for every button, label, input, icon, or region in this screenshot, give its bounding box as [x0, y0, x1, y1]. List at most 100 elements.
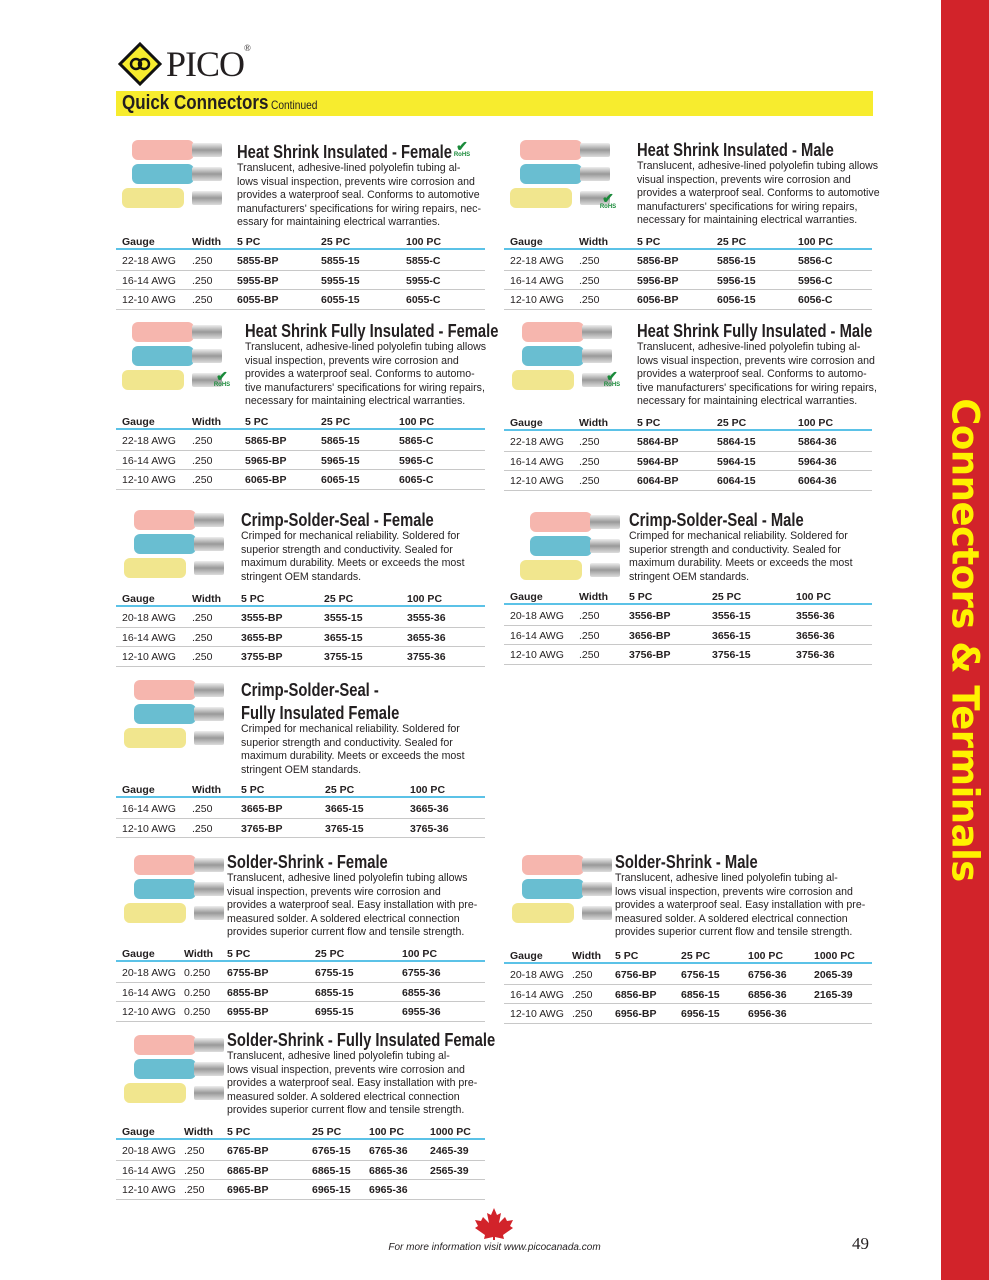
part-number: 6856-15: [681, 988, 720, 1001]
product-description: Translucent, adhesive lined polyolefin t…: [615, 872, 865, 940]
description-line: Crimped for mechanical reliability. Sold…: [241, 723, 460, 735]
description-line: necessary for maintaining electrical war…: [637, 214, 858, 227]
product-title: Heat Shrink Insulated - Female: [237, 142, 452, 162]
part-number: 6765-15: [312, 1145, 351, 1157]
table-row: 22-18 AWG .250 5865-BP 5865-15 5865-C: [116, 431, 485, 451]
table-cell: .250: [192, 612, 213, 624]
table-row: 22-18 AWG .250 5856-BP 5856-15 5856-C: [504, 251, 872, 271]
connector-insulator: [522, 322, 584, 342]
column-header: Gauge: [510, 591, 543, 603]
table-row: 16-14 AWG .250 6865-BP 6865-15 6865-36 2565-3…: [116, 1161, 485, 1180]
product-title: Solder-Shrink - Female: [227, 852, 388, 872]
connector-insulator: [512, 370, 574, 390]
description-line: necessary for maintaining electrical war…: [637, 395, 858, 408]
part-number: 5865-15: [321, 435, 360, 447]
part-number: 3555-36: [407, 612, 446, 624]
connector-insulator: [522, 346, 584, 366]
part-number: 2065-39: [814, 969, 853, 981]
table-cell: .250: [192, 255, 213, 267]
product-description: Translucent, adhesive-lined polyolefin t…: [637, 341, 877, 409]
part-number: 6855-BP: [227, 986, 269, 999]
column-header: 5 PC: [637, 417, 661, 429]
description-line: maximum durability. Meets or exceeds the…: [629, 557, 853, 570]
part-number: 3755-15: [324, 651, 363, 663]
connector-terminal: [582, 882, 612, 896]
column-header: 1000 PC: [430, 1126, 471, 1138]
connector-insulator: [124, 728, 186, 748]
column-header: 25 PC: [321, 236, 351, 248]
connector-insulator: [520, 164, 582, 184]
description-line: Translucent, adhesive-lined polyolefin t…: [245, 341, 487, 353]
table-cell: 22-18 AWG: [510, 255, 564, 267]
connector-insulator: [124, 1083, 186, 1103]
description-line: superior strength and conductivity. Seal…: [629, 543, 841, 556]
table-cell: .250: [192, 474, 213, 486]
part-number: 3656-15: [712, 629, 751, 642]
table-row: 20-18 AWG .250 6756-BP 6756-15 6756-36 2065-3…: [504, 965, 872, 985]
table-cell: 20-18 AWG: [122, 1145, 176, 1157]
column-header: 1000 PC: [814, 950, 855, 962]
connector-insulator: [134, 879, 196, 899]
part-number: 6765-BP: [227, 1145, 269, 1157]
column-header: Width: [184, 1126, 214, 1138]
part-number: 5856-C: [798, 255, 833, 267]
column-header: Gauge: [122, 784, 155, 796]
table-cell: 12-10 AWG: [122, 294, 176, 306]
description-line: visual inspection, prevents wire corrosi…: [637, 173, 851, 186]
table-cell: .250: [579, 629, 600, 642]
column-header: 25 PC: [325, 784, 355, 796]
part-number: 3665-15: [325, 803, 364, 815]
part-number: 5964-36: [798, 455, 837, 468]
table-cell: .250: [192, 803, 213, 815]
part-number: 6955-15: [315, 1006, 354, 1018]
part-number: 6064-15: [717, 475, 756, 487]
connector-terminal: [194, 513, 224, 527]
column-header: 100 PC: [402, 948, 438, 960]
connector-terminal: [580, 167, 610, 181]
description-line: lows visual inspection, prevents wire co…: [227, 1063, 465, 1076]
description-line: maximum durability. Meets or exceeds the…: [241, 557, 465, 570]
table-row: 22-18 AWG .250 5855-BP 5855-15 5855-C: [116, 251, 485, 271]
column-header: Width: [192, 784, 222, 796]
connector-terminal: [580, 191, 610, 205]
part-number: 6965-BP: [227, 1184, 269, 1196]
part-number: 3756-BP: [629, 649, 671, 661]
connector-terminal: [192, 349, 222, 363]
section-subtitle: Continued: [270, 98, 318, 112]
part-number: 5964-15: [717, 455, 756, 468]
product-description: Crimped for mechanical reliability. Sold…: [629, 530, 853, 584]
part-number: 6956-36: [748, 1008, 787, 1020]
connector-insulator: [522, 855, 584, 875]
part-number: 6055-C: [406, 294, 441, 306]
part-number: 3756-36: [796, 649, 835, 661]
part-number: 6956-BP: [615, 1008, 657, 1020]
table-row: 12-10 AWG .250 6965-BP 6965-15 6965-36: [116, 1180, 485, 1200]
part-number: 6065-C: [399, 474, 434, 486]
section-sidebar: [941, 0, 989, 1280]
connector-terminal: [194, 683, 224, 697]
column-header: Gauge: [510, 950, 543, 962]
part-number: 6055-BP: [237, 294, 279, 306]
section-title: Quick Connectors: [122, 92, 269, 114]
part-number: 3656-BP: [629, 629, 671, 642]
table-cell: .250: [579, 436, 600, 448]
connector-terminal: [194, 537, 224, 551]
table-row: 12-10 AWG .250 6956-BP 6956-15 6956-36: [504, 1004, 872, 1024]
description-line: provides a waterproof seal. Conforms to …: [245, 368, 475, 381]
part-number: 6956-15: [681, 1008, 720, 1020]
part-number: 6755-BP: [227, 967, 269, 979]
table-header: Gauge Width 5 PC 25 PC 100 PC: [504, 233, 872, 250]
connector-terminal: [194, 707, 224, 721]
column-header: 5 PC: [241, 593, 265, 605]
column-header: 25 PC: [717, 417, 747, 429]
description-line: visual inspection, prevents wire corrosi…: [245, 354, 459, 367]
table-header: Gauge Width 5 PC 25 PC 100 PC: [504, 588, 872, 605]
column-header: 25 PC: [321, 416, 351, 428]
connector-insulator: [122, 188, 184, 208]
part-number: 6855-36: [402, 986, 441, 999]
table-cell: 16-14 AWG: [122, 454, 176, 467]
column-header: Width: [184, 948, 214, 960]
part-number: 3556-15: [712, 610, 751, 622]
part-number: 5856-BP: [637, 255, 679, 267]
part-number: 5964-BP: [637, 455, 679, 468]
